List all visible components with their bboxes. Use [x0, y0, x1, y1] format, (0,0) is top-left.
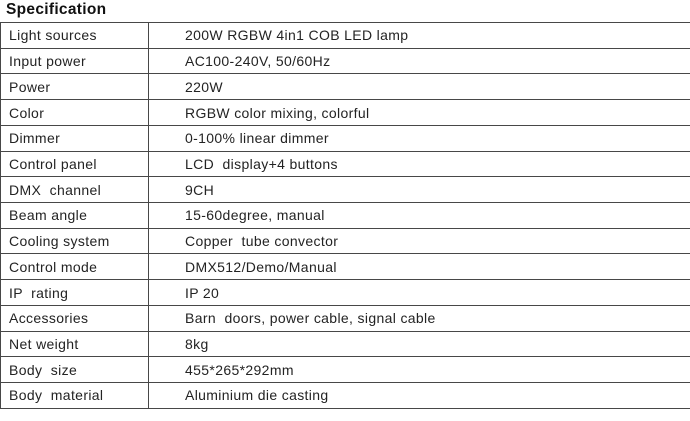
page-title: Specification: [6, 1, 107, 18]
spec-value: AC100-240V, 50/60Hz: [185, 53, 331, 70]
table-row: Light sources 200W RGBW 4in1 COB LED lamp: [1, 23, 690, 49]
table-row: Color RGBW color mixing, colorful: [1, 100, 690, 126]
table-row: Dimmer 0-100% linear dimmer: [1, 125, 690, 152]
table-row: Control mode DMX512/Demo/Manual: [1, 254, 690, 281]
spec-label: Accessories: [1, 305, 149, 331]
table-row: Body material Aluminium die casting: [1, 383, 690, 409]
table-row: Input power AC100-240V, 50/60Hz: [1, 48, 690, 75]
spec-label: Dimmer: [1, 125, 149, 151]
spec-value: 0-100% linear dimmer: [185, 130, 329, 147]
spec-label: Body size: [1, 357, 149, 383]
table-row: DMX channel 9CH: [1, 177, 690, 204]
spec-value: Aluminium die casting: [185, 387, 329, 404]
spec-value: 15-60degree, manual: [185, 207, 325, 224]
spec-label: Cooling system: [1, 228, 149, 254]
spec-value: 8kg: [185, 335, 209, 352]
spec-label: Body material: [1, 383, 149, 408]
table-row: Power 220W: [1, 74, 690, 101]
spec-value: 220W: [185, 78, 223, 95]
spec-label: Input power: [1, 48, 149, 74]
spec-value: 200W RGBW 4in1 COB LED lamp: [185, 27, 409, 44]
spec-value: LCD display+4 buttons: [185, 155, 338, 172]
spec-label: Control mode: [1, 254, 149, 280]
table-row: IP rating IP 20: [1, 280, 690, 306]
spec-label: DMX channel: [1, 177, 149, 203]
spec-value: RGBW color mixing, colorful: [185, 104, 370, 121]
table-row: Net weight 8kg: [1, 331, 690, 358]
spec-label: Net weight: [1, 331, 149, 357]
spec-label: IP rating: [1, 280, 149, 305]
spec-label: Control panel: [1, 151, 149, 177]
spec-value: DMX512/Demo/Manual: [185, 258, 337, 275]
spec-label: Beam angle: [1, 203, 149, 228]
spec-value: Barn doors, power cable, signal cable: [185, 310, 436, 327]
spec-value: IP 20: [185, 284, 220, 301]
spec-value: 9CH: [185, 181, 215, 198]
table-row: Body size 455*265*292mm: [1, 357, 690, 384]
table-row: Beam angle 15-60degree, manual: [1, 203, 690, 229]
table-row: Cooling system Copper tube convector: [1, 228, 690, 255]
spec-value: Copper tube convector: [185, 233, 339, 250]
spec-value: 455*265*292mm: [185, 361, 294, 378]
table-row: Accessories Barn doors, power cable, sign…: [1, 305, 690, 332]
specification-table: Light sources 200W RGBW 4in1 COB LED lamp…: [0, 22, 690, 409]
spec-label: Power: [1, 74, 149, 100]
spec-label: Color: [1, 100, 149, 125]
table-row: Control panel LCD display+4 buttons: [1, 151, 690, 178]
spec-label: Light sources: [1, 23, 149, 48]
